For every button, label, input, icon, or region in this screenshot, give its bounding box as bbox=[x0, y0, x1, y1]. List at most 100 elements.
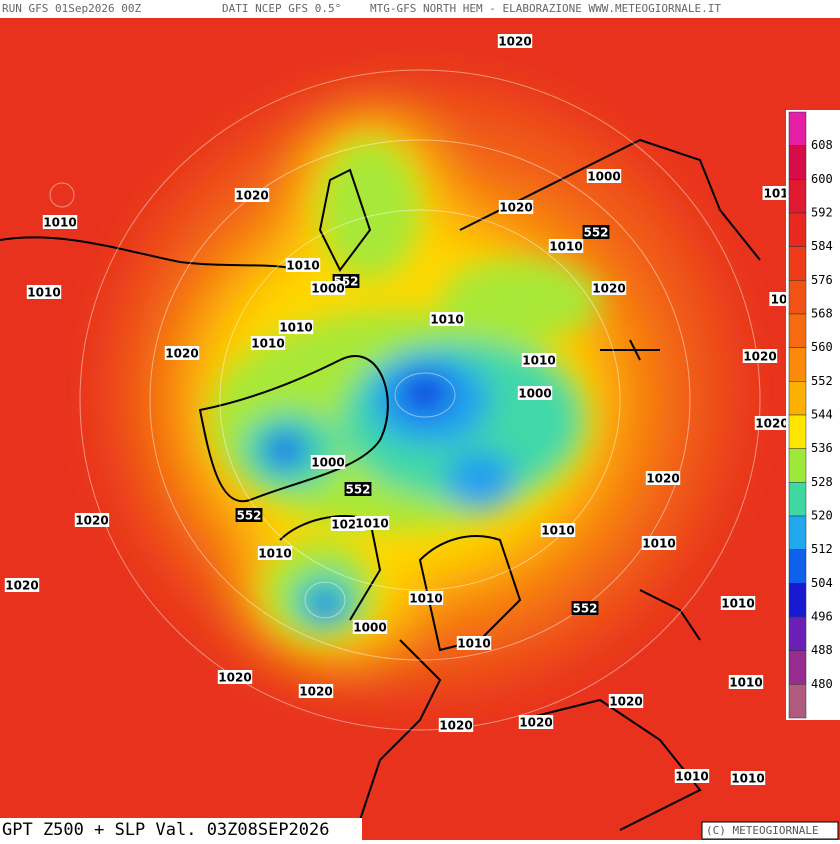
contour-label-box bbox=[344, 482, 372, 496]
colorbar-label: 576 bbox=[811, 273, 833, 287]
contour-label-box bbox=[769, 292, 789, 306]
colorbar-label: 536 bbox=[811, 441, 833, 455]
contour-label-box bbox=[217, 670, 253, 684]
colorbar-label: 552 bbox=[811, 374, 833, 388]
colorbar-swatch bbox=[788, 583, 807, 618]
contour-label: 1020 bbox=[299, 685, 332, 699]
colorbar-swatch bbox=[788, 145, 807, 180]
colorbar-label: 512 bbox=[811, 542, 833, 556]
contour-label-box bbox=[762, 186, 790, 200]
contour-label-box bbox=[42, 215, 78, 229]
isobars bbox=[49, 69, 761, 731]
contour-label: 1020 bbox=[743, 350, 776, 364]
colorbar-swatch bbox=[788, 212, 807, 247]
trough-field bbox=[210, 140, 600, 640]
footer-credit: (C) METEOGIORNALE bbox=[706, 824, 819, 837]
contour-label: 1010 bbox=[675, 770, 708, 784]
contour-label-box bbox=[582, 225, 610, 239]
contour-label-box bbox=[456, 636, 492, 650]
contour-label: 1020 bbox=[755, 417, 788, 431]
colorbar-swatch bbox=[788, 111, 807, 146]
colorbar-label: 608 bbox=[811, 138, 833, 152]
contour-label: 1010 bbox=[721, 597, 754, 611]
contour-label-box bbox=[298, 684, 334, 698]
contour-label: 1020 bbox=[235, 189, 268, 203]
contour-label-box bbox=[257, 546, 293, 560]
contour-label: 1020 bbox=[5, 579, 38, 593]
colorbar-label: 584 bbox=[811, 239, 833, 253]
contour-label: 1010 bbox=[27, 286, 60, 300]
contour-label-box bbox=[521, 353, 557, 367]
contour-label-box bbox=[250, 336, 286, 350]
contour-labels: 1020102010101010101055210001010101010201… bbox=[4, 34, 790, 786]
contour-label: 552 bbox=[236, 509, 261, 523]
contour-label: 1020 bbox=[165, 347, 198, 361]
contour-label-box bbox=[164, 346, 200, 360]
colorbar-swatch bbox=[788, 246, 807, 281]
contour-label: 1000 bbox=[353, 621, 386, 635]
colorbar: 608 600 592 584 576 568 560 552 544 536 528 520 512 5… bbox=[786, 110, 840, 720]
header-run: RUN GFS 01Sep2026 00Z bbox=[2, 2, 141, 15]
header-site: MTG-GFS NORTH HEM - ELABORAZIONE WWW.MET… bbox=[370, 2, 721, 15]
colorbar-swatch bbox=[788, 448, 807, 483]
contour-label: 1010 bbox=[355, 517, 388, 531]
coastlines bbox=[0, 138, 761, 831]
credit-box bbox=[701, 821, 839, 840]
contour-label-box bbox=[74, 513, 110, 527]
contour-label: 1020 bbox=[609, 695, 642, 709]
contour-label: 1000 bbox=[311, 282, 344, 296]
colorbar-label: 480 bbox=[811, 677, 833, 691]
contour-label-box bbox=[498, 200, 534, 214]
colorbar-label: 544 bbox=[811, 408, 833, 422]
contour-label-box bbox=[571, 601, 599, 615]
contour-label: 1010 bbox=[457, 637, 490, 651]
contour-label: 1020 bbox=[519, 716, 552, 730]
contour-label: 552 bbox=[345, 483, 370, 497]
contour-label: 1010 bbox=[43, 216, 76, 230]
contour-label-box bbox=[645, 471, 681, 485]
contour-label-box bbox=[310, 281, 346, 295]
contour-label-box bbox=[438, 718, 474, 732]
contour-label-box bbox=[352, 620, 388, 634]
contour-label: 10 bbox=[771, 293, 788, 307]
contour-label: 1020 bbox=[498, 35, 531, 49]
footer-box bbox=[0, 818, 362, 840]
colorbar-swatch bbox=[788, 313, 807, 348]
contour-label: 1010 bbox=[258, 547, 291, 561]
contour-label-box bbox=[4, 578, 40, 592]
colorbar-label: 560 bbox=[811, 340, 833, 354]
colorbar-swatch bbox=[788, 381, 807, 416]
header-source: DATI NCEP GFS 0.5° bbox=[222, 2, 341, 15]
contour-label: 1020 bbox=[646, 472, 679, 486]
contour-label: 1000 bbox=[311, 456, 344, 470]
contour-label: 552 bbox=[583, 226, 608, 240]
contour-label-box bbox=[540, 523, 576, 537]
contour-label-box bbox=[720, 596, 756, 610]
contour-label-box bbox=[26, 285, 62, 299]
colorbar-label: 568 bbox=[811, 307, 833, 321]
contour-label: 552 bbox=[572, 602, 597, 616]
contour-label-box bbox=[234, 188, 270, 202]
contour-label-box bbox=[497, 34, 533, 48]
contour-label: 1010 bbox=[729, 676, 762, 690]
contour-label-box bbox=[591, 281, 627, 295]
contour-label-box bbox=[310, 455, 346, 469]
colorbar-swatch bbox=[788, 414, 807, 449]
contour-label-box bbox=[730, 771, 766, 785]
contour-label: 1010 bbox=[522, 354, 555, 368]
colorbar-swatch bbox=[788, 347, 807, 382]
contour-label: 101 bbox=[763, 187, 788, 201]
contour-label: 1020 bbox=[499, 201, 532, 215]
colorbar-label: 600 bbox=[811, 172, 833, 186]
contour-label-box bbox=[235, 508, 263, 522]
footer-title: GPT Z500 + SLP Val. 03Z08SEP2026 bbox=[2, 820, 330, 840]
contour-label: 1010 bbox=[286, 259, 319, 273]
contour-label-box bbox=[674, 769, 710, 783]
contour-label: 1010 bbox=[642, 537, 675, 551]
contour-label-box bbox=[608, 694, 644, 708]
colorbar-swatch bbox=[788, 515, 807, 550]
contour-label: 1010 bbox=[549, 240, 582, 254]
colorbar-swatch bbox=[788, 482, 807, 517]
contour-label-box bbox=[518, 715, 554, 729]
contour-label: 1000 bbox=[518, 387, 551, 401]
